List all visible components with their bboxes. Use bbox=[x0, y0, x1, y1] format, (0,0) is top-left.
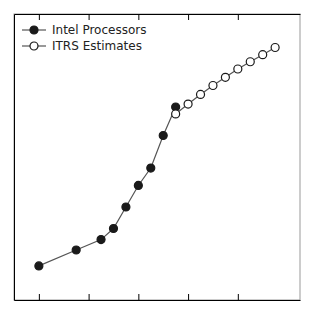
tick bbox=[188, 14, 189, 20]
series-line bbox=[176, 47, 275, 113]
tick bbox=[89, 294, 90, 300]
tick-mark bbox=[238, 14, 239, 20]
point bbox=[259, 51, 267, 59]
legend-marker bbox=[30, 42, 38, 50]
point bbox=[72, 246, 80, 254]
tick-mark bbox=[39, 14, 40, 20]
point bbox=[209, 82, 217, 90]
tick bbox=[39, 14, 40, 20]
tick-mark bbox=[39, 294, 40, 300]
tick bbox=[39, 294, 40, 300]
x-axis-top bbox=[15, 14, 301, 20]
x-axis bbox=[15, 294, 301, 301]
axis-line bbox=[14, 15, 15, 301]
axis-line bbox=[15, 300, 301, 301]
tick bbox=[238, 14, 239, 20]
point bbox=[246, 58, 254, 66]
point bbox=[271, 43, 279, 51]
plot: Intel Processors ITRS Estimates bbox=[14, 14, 301, 301]
point bbox=[234, 65, 242, 73]
point bbox=[147, 164, 155, 172]
plot-frame bbox=[14, 14, 300, 300]
legend: Intel Processors ITRS Estimates bbox=[22, 23, 146, 53]
point bbox=[172, 110, 180, 118]
tick-mark bbox=[238, 294, 239, 300]
tick bbox=[188, 294, 189, 300]
point bbox=[197, 90, 205, 98]
legend-label: ITRS Estimates bbox=[52, 39, 142, 53]
chart: Intel Processors ITRS Estimates bbox=[0, 0, 314, 314]
legend-marker bbox=[30, 26, 38, 34]
tick bbox=[138, 294, 139, 300]
tick-mark bbox=[188, 294, 189, 300]
tick-mark bbox=[89, 14, 90, 20]
point bbox=[159, 131, 167, 139]
legend-label: Intel Processors bbox=[52, 23, 146, 37]
tick bbox=[89, 14, 90, 20]
series-line bbox=[39, 107, 176, 266]
legend-item: ITRS Estimates bbox=[22, 39, 142, 53]
tick bbox=[238, 294, 239, 300]
y-axis bbox=[14, 15, 15, 301]
point bbox=[122, 203, 130, 211]
point bbox=[221, 73, 229, 81]
point bbox=[109, 225, 117, 233]
point bbox=[35, 262, 43, 270]
tick-mark bbox=[89, 294, 90, 300]
point bbox=[97, 236, 105, 244]
tick bbox=[138, 14, 139, 20]
point bbox=[184, 100, 192, 108]
tick-mark bbox=[138, 14, 139, 20]
point bbox=[134, 181, 142, 189]
marks bbox=[35, 43, 279, 269]
legend-item: Intel Processors bbox=[22, 23, 146, 37]
axis-line bbox=[15, 14, 301, 15]
tick-mark bbox=[188, 14, 189, 20]
tick-mark bbox=[138, 294, 139, 300]
